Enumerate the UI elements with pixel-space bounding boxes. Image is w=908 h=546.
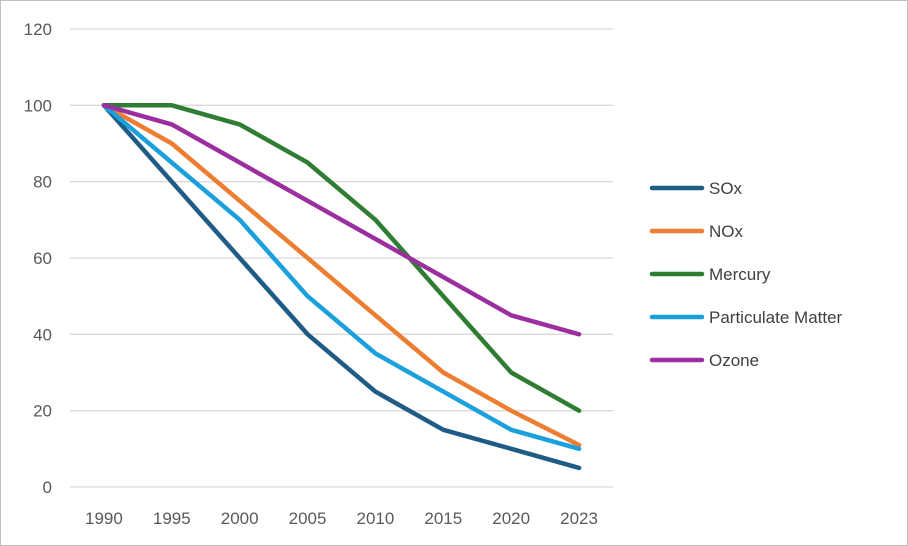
- y-tick-label: 0: [43, 478, 52, 497]
- y-tick-label: 60: [33, 249, 52, 268]
- legend-label: NOx: [709, 222, 744, 241]
- y-tick-label: 100: [24, 96, 52, 115]
- y-tick-label: 20: [33, 402, 52, 421]
- legend-label: Mercury: [709, 265, 771, 284]
- x-tick-label: 2000: [221, 509, 259, 528]
- y-tick-label: 80: [33, 173, 52, 192]
- x-tick-label: 2005: [289, 509, 327, 528]
- x-tick-label: 2010: [357, 509, 395, 528]
- x-axis-ticks: 1990 1995 2000 2005 2010 2015 2020 2023: [85, 509, 598, 528]
- y-axis-ticks: 0 20 40 60 80 100 120: [24, 20, 52, 497]
- x-tick-label: 2020: [492, 509, 530, 528]
- series-lines: [101, 103, 582, 471]
- series-line-ozone: [101, 103, 582, 337]
- x-tick-label: 1990: [85, 509, 123, 528]
- y-tick-label: 40: [33, 325, 52, 344]
- series-line-particulate-matter: [101, 103, 582, 452]
- series-line-nox: [101, 103, 582, 448]
- x-tick-label: 1995: [153, 509, 191, 528]
- x-tick-label: 2023: [560, 509, 598, 528]
- series-line-sox: [101, 103, 582, 471]
- legend-label: Particulate Matter: [709, 308, 843, 327]
- series-line-mercury: [101, 103, 582, 413]
- legend: SOx NOx Mercury Particulate Matter Ozone: [649, 179, 843, 370]
- legend-label: SOx: [709, 179, 743, 198]
- legend-label: Ozone: [709, 351, 759, 370]
- gridlines: [70, 28, 613, 488]
- y-tick-label: 120: [24, 20, 52, 39]
- x-tick-label: 2015: [424, 509, 462, 528]
